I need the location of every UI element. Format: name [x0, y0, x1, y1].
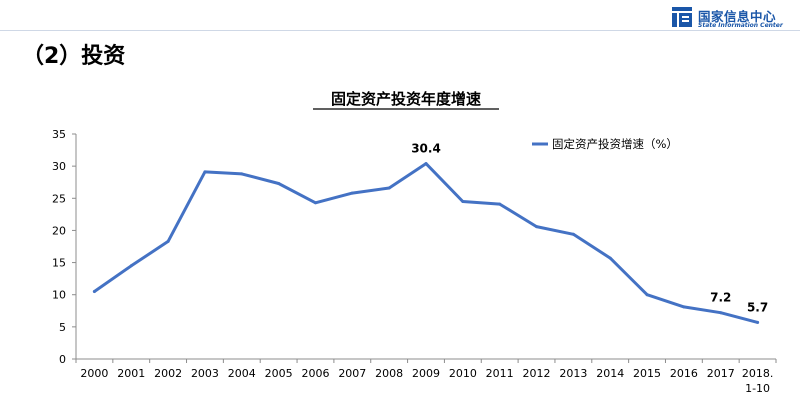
data-point — [277, 182, 281, 185]
data-point — [608, 256, 612, 260]
y-tick-label: 10 — [52, 289, 66, 302]
x-tick-label: 2010 — [449, 367, 477, 380]
y-tick-label: 5 — [59, 321, 66, 334]
x-tick-label: 2000 — [80, 367, 108, 380]
x-tick-label: 2007 — [338, 367, 366, 380]
data-label: 5.7 — [747, 300, 768, 314]
data-point — [203, 170, 207, 174]
x-tick-label: 2002 — [154, 367, 182, 380]
data-point — [756, 320, 760, 324]
x-tick-label: 2014 — [596, 367, 624, 380]
state-information-center-logo-icon — [672, 7, 692, 27]
y-tick-label: 25 — [52, 192, 66, 205]
x-tick-label: 2011 — [486, 367, 514, 380]
data-point — [645, 293, 649, 297]
y-tick-label: 20 — [52, 224, 66, 237]
data-point — [387, 186, 391, 190]
x-tick-label: 2017 — [707, 367, 735, 380]
header-divider — [0, 30, 800, 31]
x-tick-label: 2004 — [228, 367, 256, 380]
data-point — [240, 172, 244, 176]
x-tick-label: 2001 — [117, 367, 145, 380]
data-point — [92, 290, 96, 293]
y-tick-label: 15 — [52, 257, 66, 270]
y-tick-label: 35 — [52, 128, 66, 141]
data-point — [461, 200, 465, 203]
x-tick-label: 1-10 — [745, 382, 770, 395]
legend-label: 固定资产投资增速（%） — [552, 137, 678, 151]
data-point — [129, 264, 133, 268]
x-tick-label: 2012 — [523, 367, 551, 380]
x-tick-label: 2008 — [375, 367, 403, 380]
y-tick-label: 0 — [59, 353, 66, 366]
logo-text-cn: 国家信息中心 — [698, 9, 777, 24]
section-title: （2）投资 — [22, 44, 126, 69]
x-tick-label: 2005 — [265, 367, 293, 380]
data-point — [350, 191, 354, 195]
data-point — [571, 232, 575, 236]
chart-title: 固定资产投资年度增速 — [331, 90, 481, 108]
x-tick-label: 2016 — [670, 367, 698, 380]
series-line — [92, 162, 760, 324]
x-tick-label: 2018. — [742, 367, 774, 380]
logo-text-en: State Information Center — [698, 22, 783, 29]
data-label: 7.2 — [710, 291, 731, 305]
x-tick-label: 2006 — [301, 367, 329, 380]
x-tick-label: 2003 — [191, 367, 219, 380]
x-tick-label: 2009 — [412, 367, 440, 380]
data-point — [166, 239, 170, 243]
data-point — [424, 162, 428, 166]
y-tick-label: 30 — [52, 160, 66, 173]
data-point — [682, 305, 686, 309]
data-point — [535, 225, 539, 229]
data-label: 30.4 — [411, 142, 441, 156]
logo: 国家信息中心 State Information Center — [672, 4, 796, 32]
data-point — [719, 311, 723, 315]
data-point — [498, 202, 502, 206]
x-tick-label: 2015 — [633, 367, 661, 380]
x-tick-label: 2013 — [559, 367, 587, 380]
data-point — [313, 201, 317, 205]
